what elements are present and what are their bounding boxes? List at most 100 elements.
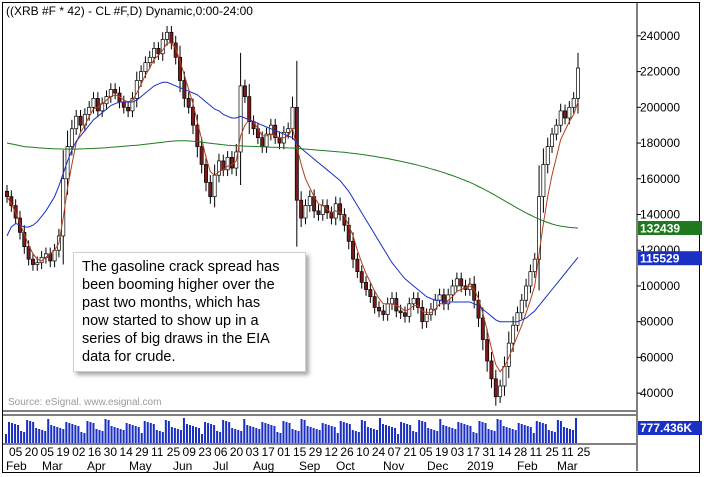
volume-bar: [330, 426, 333, 443]
volume-bar: [372, 429, 375, 443]
volume-bar: [565, 428, 568, 443]
volume-bar: [505, 427, 508, 443]
volume-bar: [469, 426, 472, 443]
volume-bar: [122, 430, 125, 443]
candle-down: [156, 48, 161, 55]
volume-bar: [526, 426, 529, 443]
volume-bar: [553, 432, 556, 443]
x-tick-label: 25: [577, 445, 591, 459]
candle-up: [390, 298, 394, 305]
candle-down: [364, 282, 368, 290]
volume-bar: [487, 429, 490, 443]
candle-down: [368, 289, 373, 298]
x-tick-label: 14: [119, 445, 133, 459]
volume-bar: [201, 434, 204, 443]
volume-bar: [285, 422, 288, 443]
x-tick-label: 29: [135, 445, 149, 459]
month-label: Jul: [213, 459, 228, 473]
volume-bar: [125, 423, 128, 443]
candle-up: [567, 106, 572, 119]
candle-down: [186, 98, 191, 108]
candle-up: [545, 146, 550, 165]
volume-bar: [454, 429, 457, 443]
month-label: Apr: [87, 459, 106, 473]
candle-down: [204, 164, 208, 183]
volume-bar: [490, 430, 493, 443]
x-tick-label: 20: [25, 445, 39, 459]
volume-bar: [213, 425, 216, 443]
volume-bar: [137, 427, 140, 443]
volume-bar: [303, 420, 306, 443]
volume-bar: [348, 424, 351, 443]
candle-up: [515, 312, 520, 326]
candle-up: [558, 110, 563, 126]
x-tick-label: 19: [56, 445, 70, 459]
month-label: Jun: [173, 459, 192, 473]
candle-up: [502, 365, 507, 387]
candle-down: [459, 278, 464, 287]
volume-bar: [185, 424, 188, 443]
volume-bar: [288, 423, 291, 443]
x-tick-label: 10: [356, 445, 370, 459]
volume-bar: [291, 429, 294, 443]
candle-up: [165, 31, 170, 40]
volume-bar: [86, 421, 89, 443]
volume-bar: [403, 423, 406, 443]
short-moving-average-line: [6, 42, 579, 373]
candle-up: [554, 124, 559, 135]
candle-down: [195, 124, 200, 147]
volume-bar: [276, 432, 279, 443]
volume-bar: [104, 419, 107, 443]
volume-bar: [427, 428, 430, 443]
volume-bar: [324, 424, 327, 443]
y-tick-label: 60000: [640, 350, 674, 364]
value-badge-bg: [638, 251, 702, 266]
volume-bar: [400, 422, 403, 443]
candle-up: [437, 294, 442, 301]
volume-bar: [571, 430, 574, 443]
volume-bar: [113, 427, 116, 443]
candle-up: [217, 160, 221, 176]
volume-bar: [535, 421, 538, 443]
candle-up: [69, 128, 74, 147]
month-label: Oct: [336, 459, 355, 473]
volume-bar: [460, 423, 463, 443]
month-label: Feb: [517, 459, 538, 473]
volume-badge-label: 777.436K: [640, 421, 692, 435]
volume-bar: [517, 423, 520, 443]
volume-bar: [204, 422, 207, 443]
candle-up: [532, 258, 537, 273]
volume-bar: [83, 433, 86, 443]
volume-bar: [568, 429, 571, 443]
volume-bar: [415, 432, 418, 443]
volume-bar: [216, 431, 219, 443]
volume-bar: [95, 429, 98, 443]
volume-bar: [155, 430, 158, 443]
y-tick-label: 180000: [640, 136, 680, 150]
x-tick-label: 02: [72, 445, 86, 459]
volume-bar: [110, 426, 113, 443]
volume-bar: [62, 429, 65, 443]
volume-bar: [273, 426, 276, 443]
candle-up: [576, 67, 580, 99]
volume-bar: [538, 422, 541, 443]
volume-bar: [406, 424, 409, 443]
volume-bar: [270, 425, 273, 443]
volume-bar: [514, 430, 517, 443]
volume-bar: [231, 428, 234, 443]
x-tick-label: 03: [246, 445, 260, 459]
volume-bar: [225, 421, 228, 443]
candle-down: [485, 339, 490, 362]
x-tick-label: 26: [340, 445, 354, 459]
volume-bar: [11, 423, 14, 443]
volume-bar: [146, 422, 149, 443]
volume-bar: [17, 425, 20, 443]
volume-bar: [279, 433, 282, 443]
candle-up: [139, 71, 144, 81]
volume-bar: [47, 419, 50, 443]
candle-down: [398, 310, 403, 314]
volume-bar: [131, 425, 134, 443]
x-tick-label: 25: [545, 445, 559, 459]
candle-down: [169, 31, 174, 44]
y-tick-label: 200000: [640, 100, 680, 114]
